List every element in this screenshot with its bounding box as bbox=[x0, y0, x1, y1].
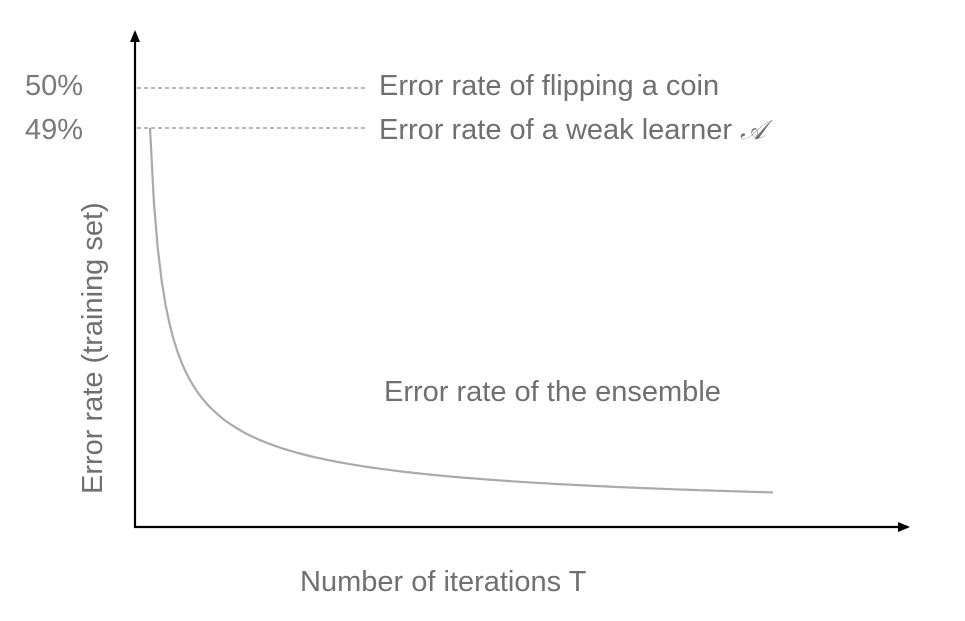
y-axis-label: Error rate (training set) bbox=[77, 202, 109, 494]
y-tick-label-50: 50% bbox=[25, 70, 83, 102]
ensemble-curve-label: Error rate of the ensemble bbox=[384, 376, 721, 408]
reference-label-coin: Error rate of flipping a coin bbox=[379, 70, 719, 102]
ensemble-error-curve bbox=[148, 127, 774, 494]
x-axis-label: Number of iterations T bbox=[300, 566, 587, 598]
weak-learner-symbol: 𝒜 bbox=[740, 115, 773, 146]
y-tick-label-49: 49% bbox=[25, 114, 83, 146]
reference-label-weak-learner: Error rate of a weak learner 𝒜 bbox=[379, 114, 773, 146]
reference-label-weak-learner-text: Error rate of a weak learner bbox=[379, 114, 732, 146]
